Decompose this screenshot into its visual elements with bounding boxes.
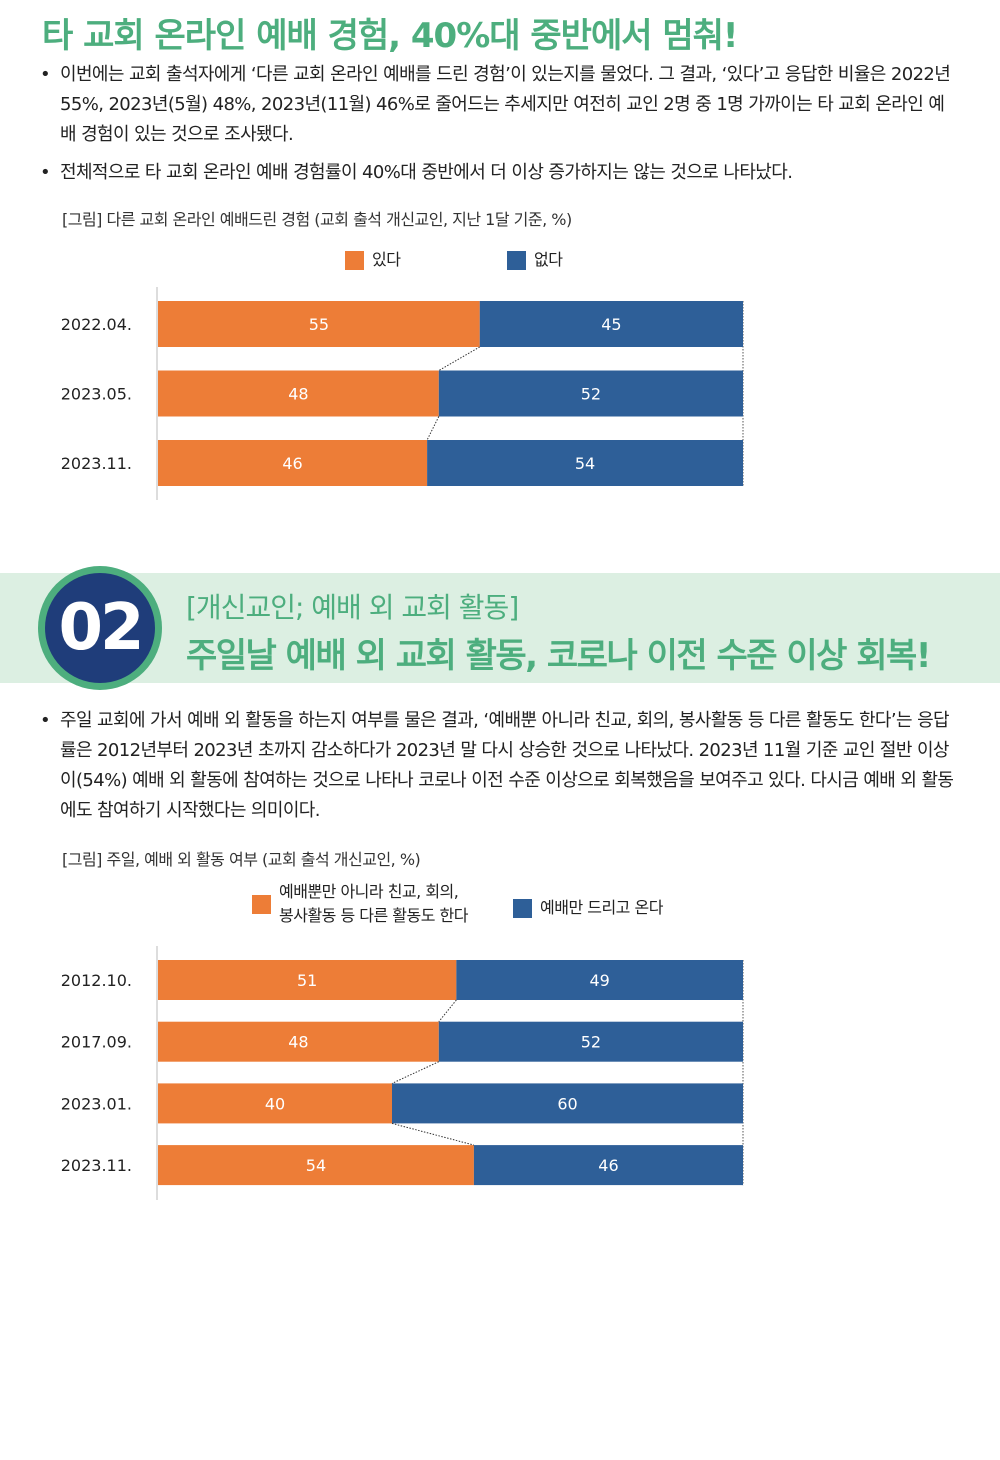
data-label: 55 (309, 315, 329, 334)
data-label: 51 (297, 971, 317, 990)
chart1-legend-no: 없다 (507, 248, 563, 272)
category-label: 2012.10. (61, 971, 132, 990)
bullet-item: • 이번에는 교회 출석자에게 ‘다른 교회 온라인 예배를 드린 경험’이 있는… (40, 60, 960, 150)
data-label: 46 (282, 454, 302, 473)
data-label: 48 (288, 385, 308, 404)
connector-line (426, 416, 440, 441)
bar-segment (473, 1145, 743, 1186)
category-label: 2017.09. (61, 1033, 132, 1052)
legend-label: 없다 (534, 250, 563, 269)
section1-title: 타 교회 온라인 예배 경험, 40%대 중반에서 멈춰! (42, 16, 738, 56)
bar-segment (158, 301, 480, 347)
connector-line (391, 1061, 440, 1084)
data-label: 54 (575, 454, 595, 473)
bullet-text: 전체적으로 타 교회 온라인 예배 경험률이 40%대 중반에서 더 이상 증가… (60, 162, 793, 183)
bar-segment (392, 1083, 743, 1124)
legend-label: 예배뿐만 아니라 친교, 회의, 봉사활동 등 다른 활동도 한다 (279, 882, 468, 925)
bullet-dot: • (40, 64, 51, 85)
connector-line (438, 999, 457, 1023)
bar-segment (158, 370, 439, 417)
section2-bullets: • 주일 교회에 가서 예배 외 활동을 하는지 여부를 물은 결과, ‘예배뿐 … (40, 706, 960, 834)
chart2-plot: 51 49 2012.10. 48 52 2017.09. 40 60 2023.01. 54 46… (61, 946, 744, 1200)
bullet-dot: • (40, 710, 51, 731)
category-label: 2023.11. (61, 1156, 132, 1175)
data-label: 40 (265, 1094, 285, 1113)
data-label: 54 (306, 1156, 326, 1175)
legend-swatch-blue (507, 250, 526, 270)
chart1-plot: 55 45 2022.04. 48 52 2023.05. 46 54 2023.11. (61, 287, 744, 500)
chart2-caption: [그림] 주일, 예배 외 활동 여부 (교회 출석 개신교인, %) (62, 850, 421, 869)
data-label: 52 (581, 1033, 601, 1052)
connector-line (438, 346, 480, 371)
bullet-item: • 전체적으로 타 교회 온라인 예배 경험률이 40%대 중반에서 더 이상 증… (40, 158, 960, 188)
category-label: 2023.11. (61, 454, 132, 473)
bar-segment (427, 440, 743, 486)
legend-swatch-blue (513, 898, 532, 918)
bar-segment (158, 440, 428, 486)
legend-swatch-orange (345, 250, 364, 270)
legend-label: 예배만 드리고 온다 (540, 898, 663, 917)
section2-title: 주일날 예배 외 교회 활동, 코로나 이전 수준 이상 회복! (186, 636, 931, 676)
data-label: 49 (589, 971, 609, 990)
data-label: 46 (598, 1156, 618, 1175)
bullet-item: • 주일 교회에 가서 예배 외 활동을 하는지 여부를 물은 결과, ‘예배뿐 … (40, 706, 960, 826)
chart1-legend-yes: 있다 (345, 248, 401, 272)
bar-segment (158, 1021, 439, 1062)
category-label: 2023.01. (61, 1094, 132, 1113)
bar-segment (158, 1083, 392, 1124)
connector-line (391, 1122, 475, 1146)
legend-swatch-orange (252, 894, 271, 914)
bullet-text: 이번에는 교회 출석자에게 ‘다른 교회 온라인 예배를 드린 경험’이 있는지… (60, 64, 951, 145)
chart2-legend-worship-only: 예배만 드리고 온다 (513, 896, 663, 920)
section2-subtitle: [개신교인; 예배 외 교회 활동] (186, 591, 519, 624)
chart1-caption: [그림] 다른 교회 온라인 예배드린 경험 (교회 출석 개신교인, 지난 1… (62, 210, 572, 229)
section1-bullets: • 이번에는 교회 출석자에게 ‘다른 교회 온라인 예배를 드린 경험’이 있는… (40, 60, 960, 196)
bullet-text: 주일 교회에 가서 예배 외 활동을 하는지 여부를 물은 결과, ‘예배뿐 아… (60, 710, 954, 821)
section2-header-band (0, 573, 1000, 683)
category-label: 2023.05. (61, 385, 132, 404)
data-label: 52 (581, 385, 601, 404)
data-label: 45 (601, 315, 621, 334)
bar-segment (438, 1021, 743, 1062)
chart2-legend-both: 예배뿐만 아니라 친교, 회의, 봉사활동 등 다른 활동도 한다 (252, 880, 468, 928)
bar-segment (438, 370, 743, 417)
data-label: 60 (557, 1094, 577, 1113)
bar-segment (158, 1145, 474, 1186)
bar-segment (158, 960, 457, 1000)
section-number-badge: 02 (45, 573, 155, 683)
bullet-dot: • (40, 162, 51, 183)
category-label: 2022.04. (61, 315, 132, 334)
legend-label: 있다 (372, 250, 401, 269)
data-label: 48 (288, 1033, 308, 1052)
bar-segment (456, 960, 743, 1000)
bar-segment (479, 301, 743, 347)
